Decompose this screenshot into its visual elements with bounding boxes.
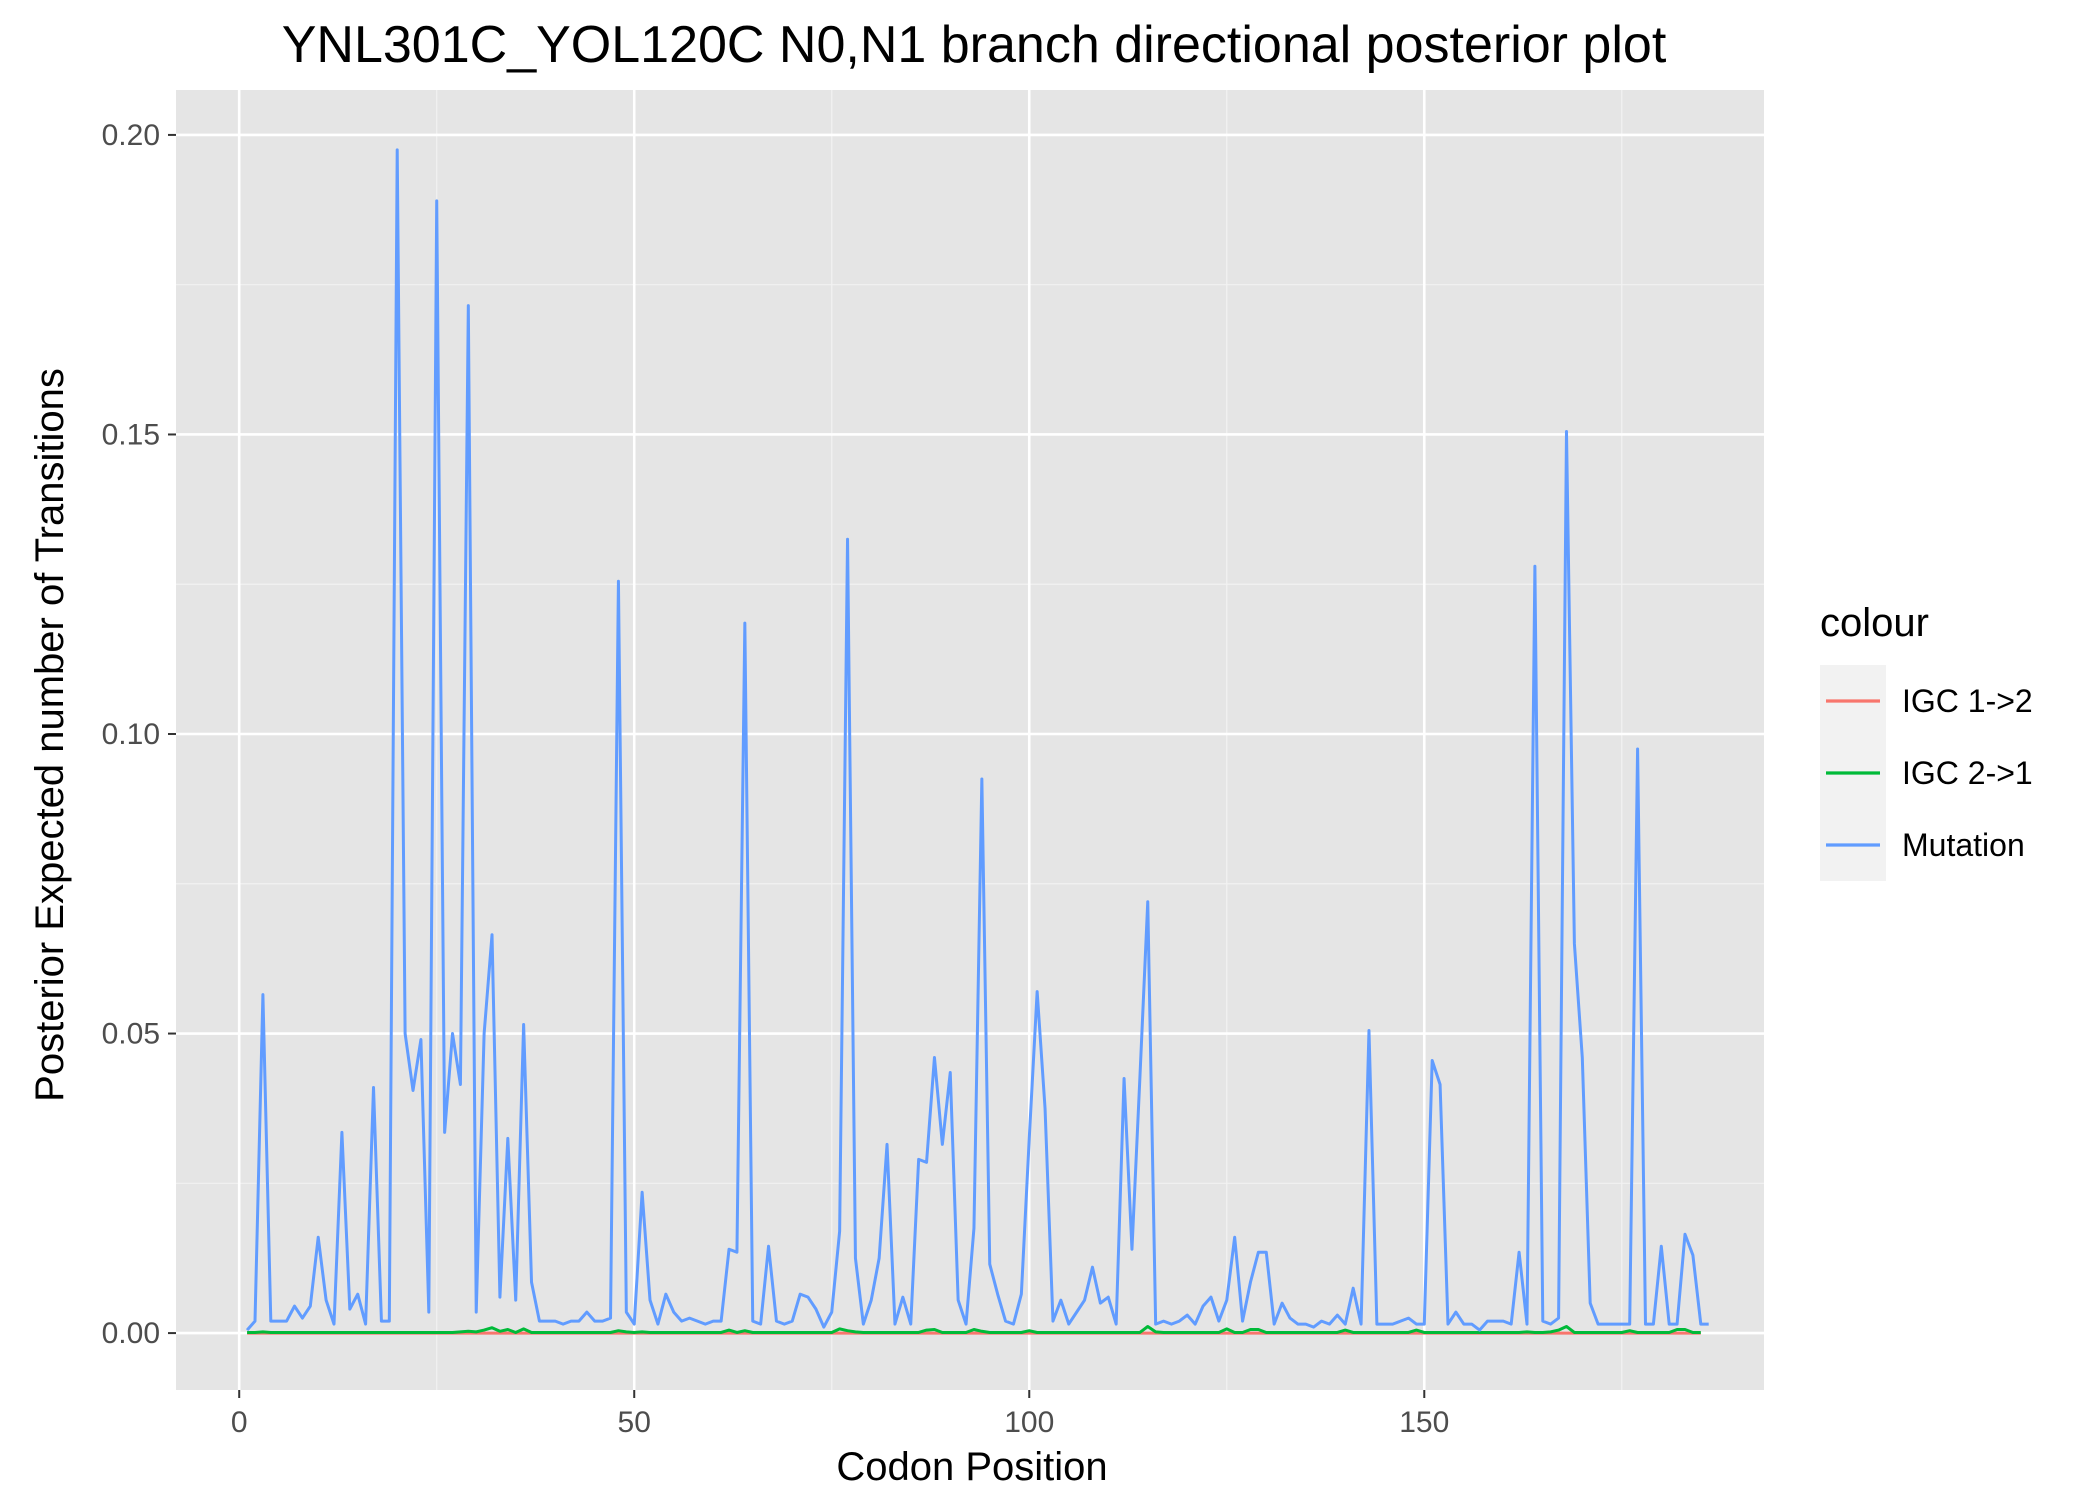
legend-title: colour (1820, 601, 1929, 645)
legend: colour IGC 1->2 IGC 2->1 Mutation (1820, 601, 2033, 881)
y-tick-label: 0.10 (102, 718, 160, 751)
chart-title: YNL301C_YOL120C N0,N1 branch directional… (282, 16, 1667, 74)
legend-label-igc-1-2: IGC 1->2 (1902, 683, 2033, 719)
y-tick-label: 0.20 (102, 119, 160, 152)
axes: 0 50 100 150 0.00 0.05 0.10 0.15 0.20 (102, 119, 1450, 1439)
y-tick-label: 0.15 (102, 418, 160, 451)
x-tick-label: 100 (1004, 1406, 1054, 1439)
series-line-mutation (245, 148, 1709, 1332)
x-tick-label: 0 (231, 1406, 248, 1439)
x-axis-title: Codon Position (836, 1445, 1107, 1489)
legend-label-igc-2-1: IGC 2->1 (1902, 755, 2033, 791)
y-tick-label: 0.05 (102, 1018, 160, 1051)
x-tick-label: 50 (618, 1406, 651, 1439)
x-tick-label: 150 (1399, 1406, 1449, 1439)
series-line-igc-2-1 (247, 1325, 1701, 1334)
y-axis-title: Posterior Expected number of Transitions (28, 368, 72, 1102)
y-tick-label: 0.00 (102, 1317, 160, 1350)
plot-area (176, 90, 1764, 1390)
legend-label-mutation: Mutation (1902, 827, 2025, 863)
